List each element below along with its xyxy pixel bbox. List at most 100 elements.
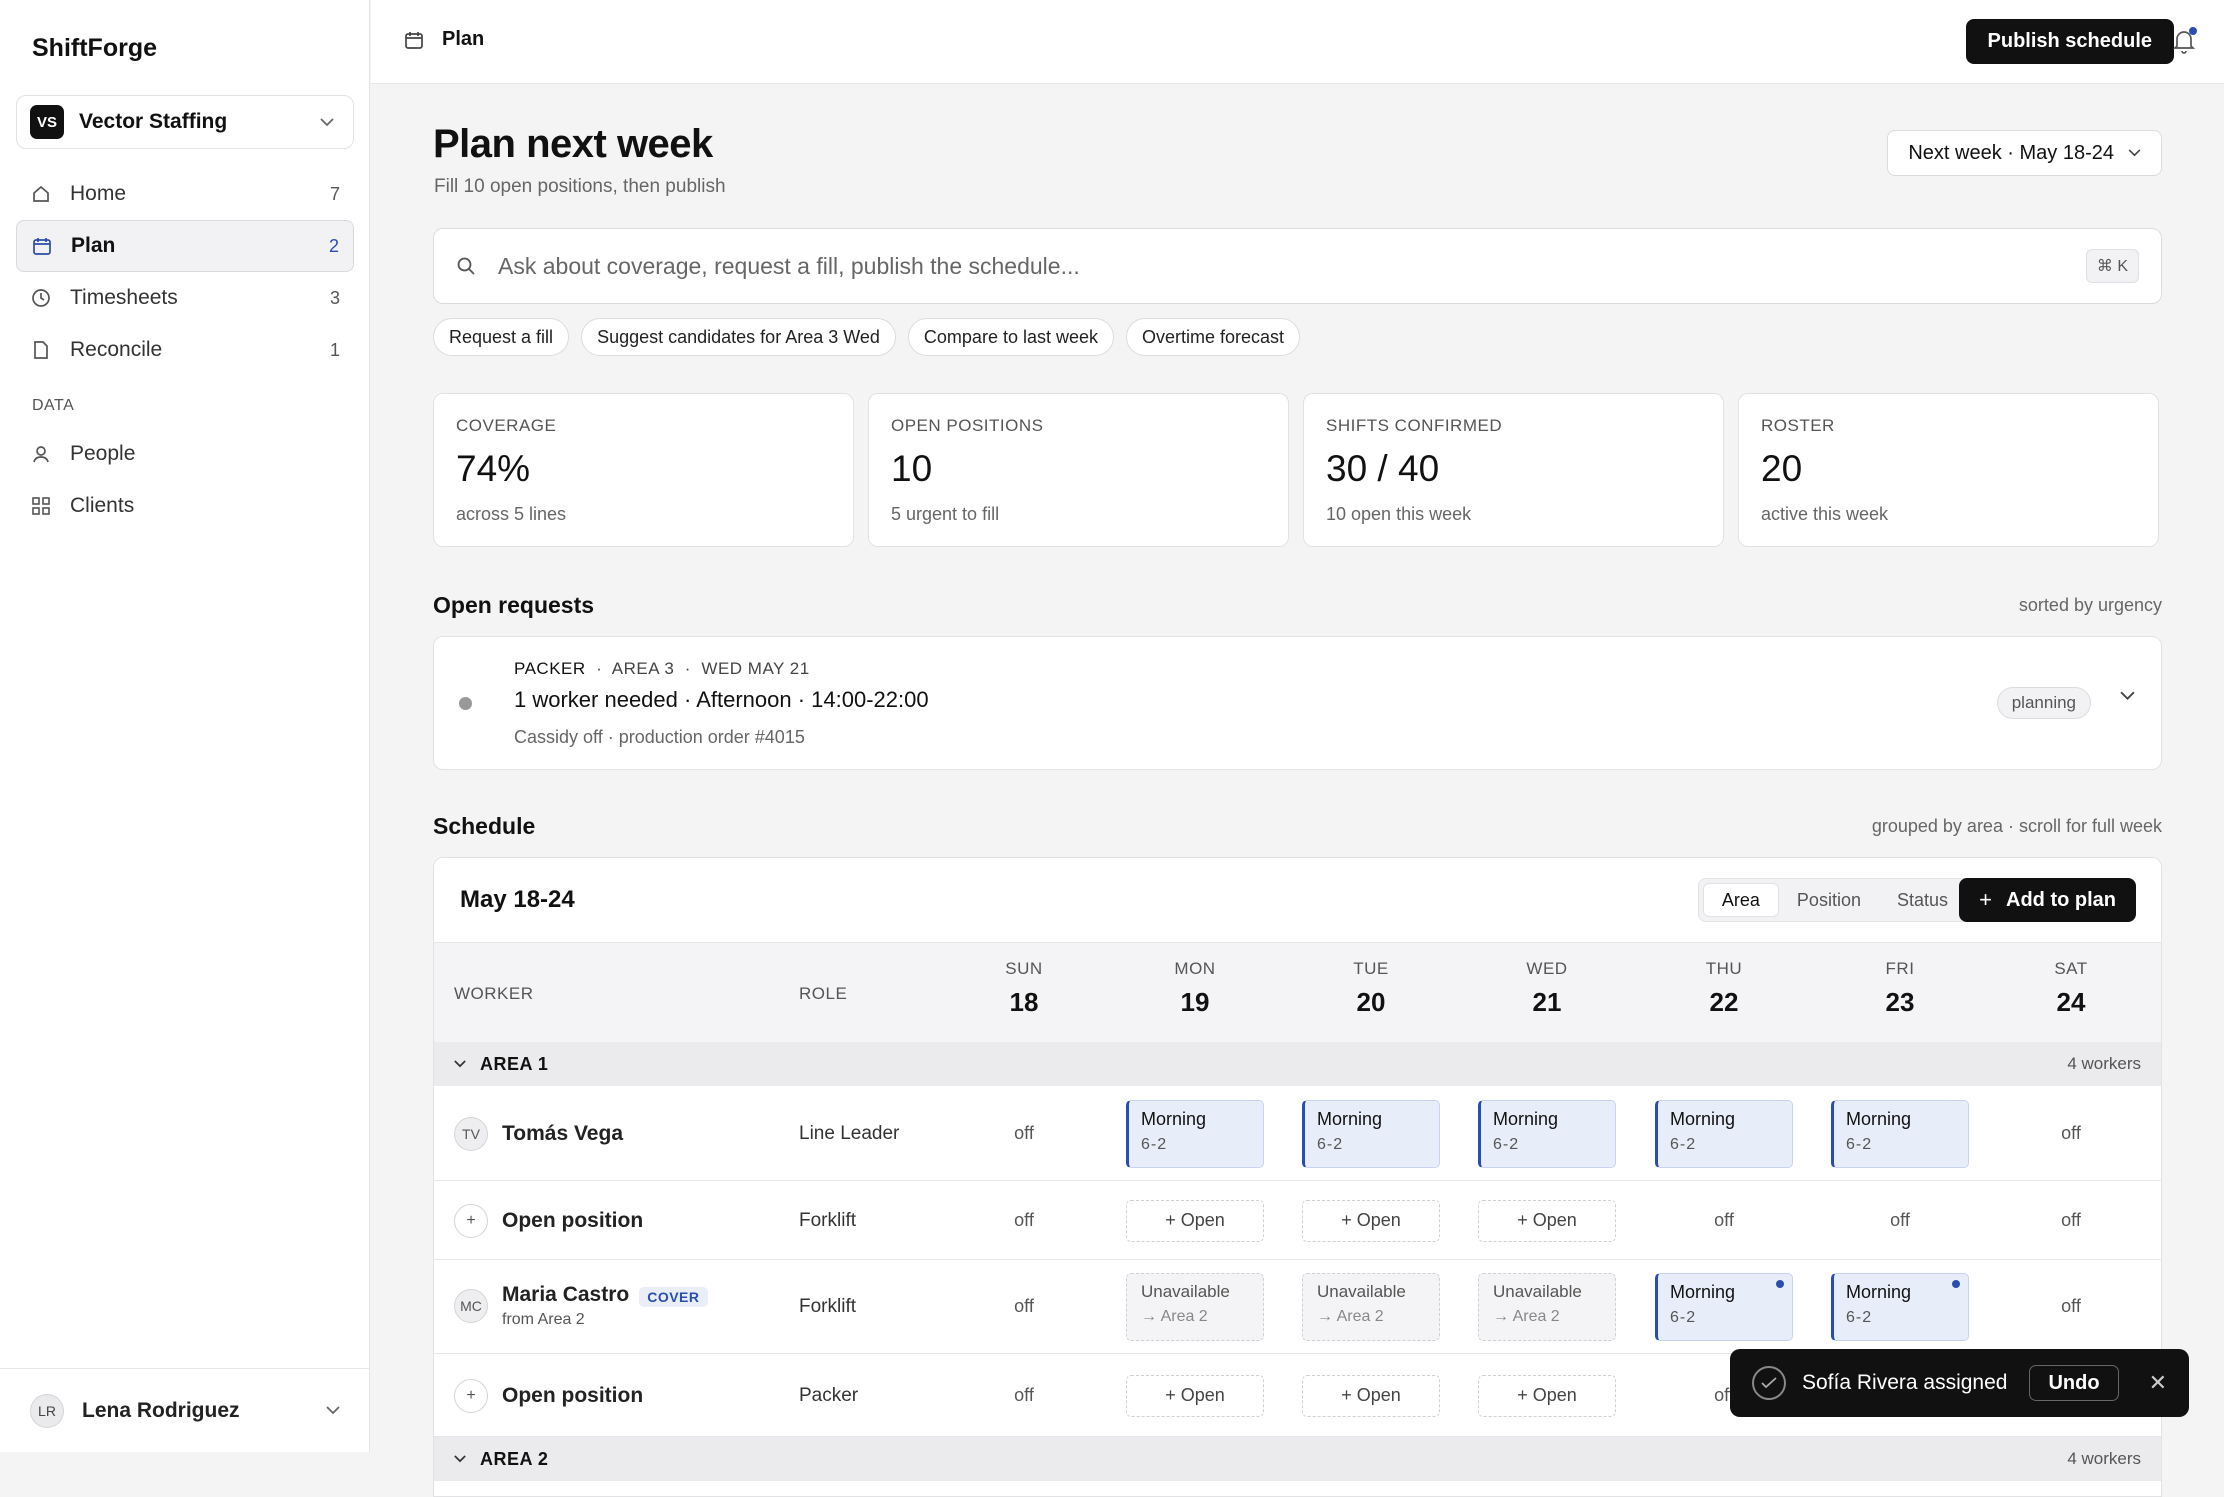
open-slot-button[interactable]: + Open <box>1302 1200 1440 1242</box>
unavailable-label: Unavailable <box>1141 1282 1249 1302</box>
chip-compare-week[interactable]: Compare to last week <box>908 318 1114 356</box>
publish-schedule-button[interactable]: Publish schedule <box>1966 19 2174 64</box>
shift-cell[interactable]: Morning 6-2 <box>1655 1100 1793 1168</box>
unavailable-label: Unavailable <box>1493 1282 1601 1302</box>
day-number: 20 <box>1301 987 1441 1018</box>
unavailable-target: → Area 2 <box>1141 1308 1249 1326</box>
nav-item-timesheets[interactable]: Timesheets 3 <box>16 272 354 324</box>
stat-sub: active this week <box>1761 504 1888 525</box>
schedule-note: grouped by area · scroll for full week <box>1872 816 2162 837</box>
off-cell: off <box>984 1296 1064 1317</box>
urgency-dot <box>459 697 472 710</box>
week-label: Next week · May 18-24 <box>1908 142 2114 165</box>
day-name: MON <box>1125 959 1265 979</box>
schedule-header: May 18-24 Area Position Status + Add to … <box>434 858 2161 942</box>
nav-item-home[interactable]: Home 7 <box>16 168 354 220</box>
toast-notification: Sofía Rivera assigned Undo ✕ <box>1730 1349 2189 1417</box>
day-name: WED <box>1477 959 1617 979</box>
day-name: SUN <box>954 959 1094 979</box>
off-cell: off <box>984 1210 1064 1231</box>
off-cell: off <box>984 1123 1064 1144</box>
suggestion-chips: Request a fill Suggest candidates for Ar… <box>433 318 1300 356</box>
nav-label: Timesheets <box>70 286 178 310</box>
bell-icon[interactable] <box>2172 27 2198 57</box>
undo-button[interactable]: Undo <box>2029 1365 2118 1401</box>
nav-item-people[interactable]: People <box>16 428 354 480</box>
day-name: SAT <box>2001 959 2141 979</box>
nav-item-plan[interactable]: Plan 2 <box>16 220 354 272</box>
worker-info: Open position <box>488 1209 643 1233</box>
shift-cell[interactable]: Morning 6-2 <box>1302 1100 1440 1168</box>
status-badge: planning <box>1997 687 2091 719</box>
view-area[interactable]: Area <box>1703 883 1779 917</box>
shortcut-hint: ⌘ K <box>2086 249 2139 283</box>
worker-cell[interactable]: + Open position <box>454 1204 643 1238</box>
meta-sep: · <box>680 659 697 678</box>
search-icon <box>456 256 476 276</box>
group-by-toggle: Area Position Status <box>1698 878 1971 922</box>
shift-hours: 6-2 <box>1846 1136 1956 1154</box>
worker-cell[interactable]: + Open position <box>454 1379 643 1413</box>
day-number: 24 <box>2001 987 2141 1018</box>
worker-name: Open position <box>502 1384 643 1407</box>
person-icon <box>30 443 52 465</box>
unavailable-cell: Unavailable → Area 2 <box>1302 1273 1440 1341</box>
chip-suggest-candidates[interactable]: Suggest candidates for Area 3 Wed <box>581 318 896 356</box>
open-slot-button[interactable]: + Open <box>1478 1200 1616 1242</box>
toast-message: Sofía Rivera assigned <box>1802 1371 2007 1395</box>
add-to-plan-button[interactable]: + Add to plan <box>1959 878 2136 922</box>
nav-label: Reconcile <box>70 338 162 362</box>
chevron-down-icon[interactable] <box>2120 691 2135 701</box>
chevron-down-icon <box>320 118 334 127</box>
shift-name: Morning <box>1493 1109 1603 1130</box>
unavailable-label: Unavailable <box>1317 1282 1425 1302</box>
day-number: 22 <box>1654 987 1794 1018</box>
worker-cell[interactable]: TV Tomás Vega <box>454 1117 623 1151</box>
week-selector[interactable]: Next week · May 18-24 <box>1887 130 2162 176</box>
clock-icon <box>30 287 52 309</box>
open-requests-heading: Open requests <box>433 592 594 619</box>
request-date: WED MAY 21 <box>701 659 809 678</box>
check-icon <box>1752 1366 1786 1400</box>
stat-card-coverage: COVERAGE 74% across 5 lines <box>433 393 854 547</box>
shift-cell[interactable]: Morning 6-2 <box>1831 1100 1969 1168</box>
unavailable-target: → Area 2 <box>1493 1308 1601 1326</box>
chip-request-fill[interactable]: Request a fill <box>433 318 569 356</box>
user-menu[interactable]: LR Lena Rodriguez <box>0 1368 370 1452</box>
view-status[interactable]: Status <box>1879 883 1966 917</box>
close-icon[interactable]: ✕ <box>2149 1370 2167 1396</box>
shift-cell[interactable]: Morning 6-2 <box>1831 1273 1969 1341</box>
off-cell: off <box>1684 1210 1764 1231</box>
org-switcher[interactable]: VS Vector Staffing <box>16 95 354 149</box>
stat-label: COVERAGE <box>456 416 556 436</box>
group-area-1[interactable]: AREA 1 4 workers <box>434 1042 2161 1086</box>
open-slot-button[interactable]: + Open <box>1126 1200 1264 1242</box>
col-worker: WORKER <box>454 984 534 1004</box>
chip-overtime-forecast[interactable]: Overtime forecast <box>1126 318 1300 356</box>
view-position[interactable]: Position <box>1779 883 1879 917</box>
search-input[interactable] <box>498 253 2086 280</box>
request-desc: Cassidy off · production order #4015 <box>514 727 805 748</box>
shift-cell[interactable]: Morning 6-2 <box>1655 1273 1793 1341</box>
nav-item-reconcile[interactable]: Reconcile 1 <box>16 324 354 376</box>
shift-cell[interactable]: Morning 6-2 <box>1478 1100 1616 1168</box>
request-role: PACKER <box>514 659 586 678</box>
notification-dot <box>2189 27 2197 35</box>
avatar: TV <box>454 1117 488 1151</box>
stat-sub: 5 urgent to fill <box>891 504 999 525</box>
shift-cell[interactable]: Morning 6-2 <box>1126 1100 1264 1168</box>
request-card[interactable]: PACKER · AREA 3 · WED MAY 21 1 worker ne… <box>433 636 2162 770</box>
nav-item-clients[interactable]: Clients <box>16 480 354 532</box>
worker-info: Tomás Vega <box>488 1122 623 1146</box>
shift-name: Morning <box>1670 1282 1780 1303</box>
shift-hours: 6-2 <box>1141 1136 1251 1154</box>
open-slot-button[interactable]: + Open <box>1302 1375 1440 1417</box>
open-slot-button[interactable]: + Open <box>1126 1375 1264 1417</box>
open-slot-button[interactable]: + Open <box>1478 1375 1616 1417</box>
group-area-2[interactable]: AREA 2 4 workers <box>434 1437 2161 1481</box>
worker-name: Maria Castro <box>502 1283 629 1306</box>
